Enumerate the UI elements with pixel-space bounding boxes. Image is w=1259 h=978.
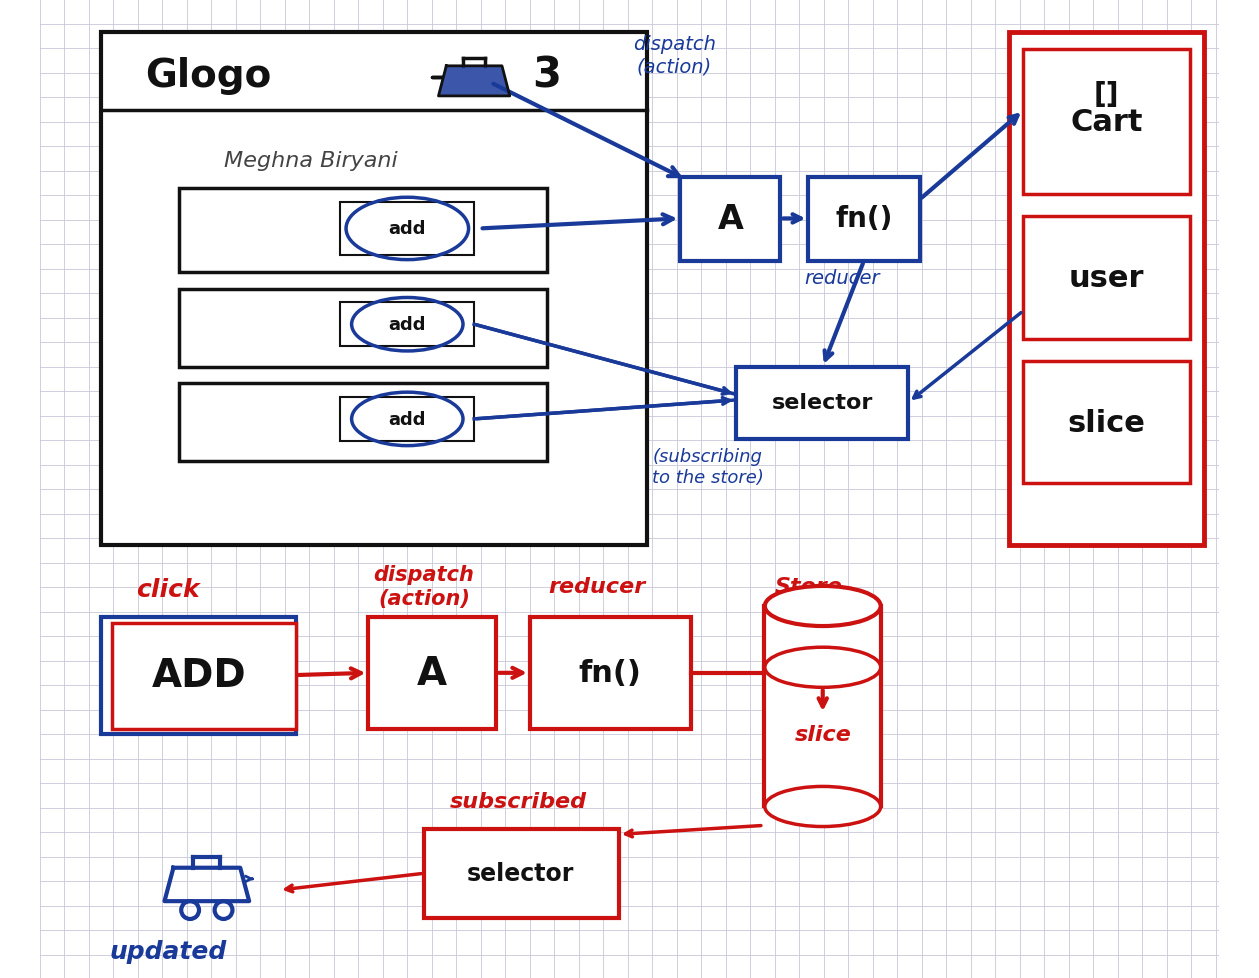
FancyBboxPatch shape bbox=[112, 623, 296, 729]
Text: user: user bbox=[1069, 264, 1144, 292]
FancyBboxPatch shape bbox=[424, 829, 619, 918]
Text: (subscribing
to the store): (subscribing to the store) bbox=[652, 448, 764, 487]
Text: slice: slice bbox=[1068, 408, 1146, 437]
Text: add: add bbox=[389, 411, 426, 428]
Text: Glogo: Glogo bbox=[146, 57, 272, 95]
FancyBboxPatch shape bbox=[808, 178, 919, 261]
FancyBboxPatch shape bbox=[764, 606, 880, 807]
Text: Cart: Cart bbox=[1070, 108, 1143, 137]
Text: dispatch
(action): dispatch (action) bbox=[374, 564, 475, 608]
FancyBboxPatch shape bbox=[179, 383, 546, 462]
FancyBboxPatch shape bbox=[1024, 217, 1190, 339]
Text: Store: Store bbox=[774, 576, 842, 597]
Text: fn(): fn() bbox=[579, 658, 641, 688]
FancyBboxPatch shape bbox=[1024, 50, 1190, 195]
Text: add: add bbox=[389, 316, 426, 333]
Text: 3: 3 bbox=[533, 55, 562, 97]
Text: selector: selector bbox=[772, 393, 874, 413]
FancyBboxPatch shape bbox=[680, 178, 781, 261]
FancyBboxPatch shape bbox=[101, 617, 296, 734]
Text: subscribed: subscribed bbox=[451, 791, 587, 811]
Text: updated: updated bbox=[110, 939, 227, 963]
Polygon shape bbox=[438, 67, 510, 97]
Text: reducer: reducer bbox=[548, 576, 646, 597]
Text: Meghna Biryani: Meghna Biryani bbox=[224, 152, 397, 171]
Ellipse shape bbox=[764, 587, 880, 627]
Text: click: click bbox=[136, 578, 200, 601]
Text: []: [] bbox=[1094, 80, 1119, 109]
FancyBboxPatch shape bbox=[369, 617, 496, 729]
FancyBboxPatch shape bbox=[340, 397, 475, 442]
FancyBboxPatch shape bbox=[340, 302, 475, 347]
Text: selector: selector bbox=[467, 862, 574, 885]
FancyBboxPatch shape bbox=[179, 289, 546, 367]
FancyBboxPatch shape bbox=[530, 617, 691, 729]
Text: A: A bbox=[417, 654, 447, 692]
Ellipse shape bbox=[764, 647, 880, 688]
FancyBboxPatch shape bbox=[1008, 33, 1204, 545]
FancyBboxPatch shape bbox=[1024, 362, 1190, 484]
FancyBboxPatch shape bbox=[101, 33, 647, 545]
Text: A: A bbox=[718, 202, 743, 236]
Ellipse shape bbox=[764, 786, 880, 826]
FancyBboxPatch shape bbox=[179, 189, 546, 273]
Text: reducer: reducer bbox=[805, 269, 880, 288]
Text: fn(): fn() bbox=[835, 205, 893, 233]
Text: ADD: ADD bbox=[152, 656, 247, 694]
Text: slice: slice bbox=[794, 725, 851, 744]
Text: add: add bbox=[389, 220, 426, 239]
Text: dispatch
(action): dispatch (action) bbox=[633, 35, 716, 76]
FancyBboxPatch shape bbox=[735, 367, 909, 439]
FancyBboxPatch shape bbox=[340, 202, 475, 256]
